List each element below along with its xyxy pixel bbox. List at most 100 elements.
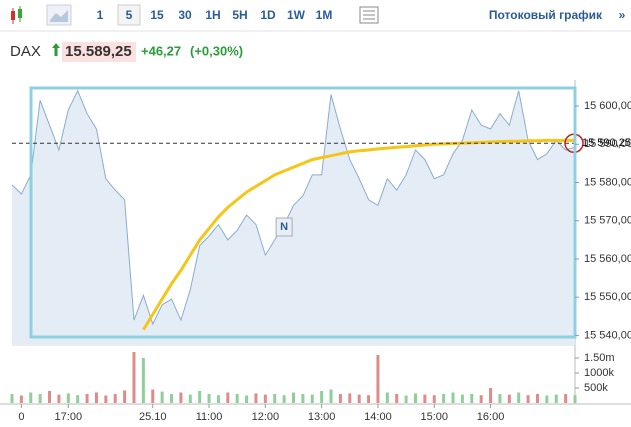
volume-bar xyxy=(273,394,277,403)
x-tick-label: 15:00 xyxy=(420,411,448,423)
more-button[interactable]: » xyxy=(619,8,626,22)
volume-bar xyxy=(423,394,427,403)
volume-bar xyxy=(338,394,342,403)
volume-bar xyxy=(329,389,333,403)
volume-bar xyxy=(413,393,417,403)
volume-bar xyxy=(470,394,474,403)
y-tick-label: 15 550,00 xyxy=(584,291,631,303)
volume-bar xyxy=(348,393,352,403)
change-percent: (+0,30%) xyxy=(190,43,243,58)
interval-button[interactable]: 1D xyxy=(260,8,276,22)
y-tick-label: 15 580,00 xyxy=(584,176,631,188)
price-highlight xyxy=(62,42,136,62)
volume-bar xyxy=(198,391,202,403)
y-tick-label: 15 570,00 xyxy=(584,215,631,227)
symbol: DAX xyxy=(10,43,41,60)
volume-bar xyxy=(263,394,267,403)
volume-bar xyxy=(451,392,455,403)
volume-bar xyxy=(517,392,521,403)
volume-bar xyxy=(254,393,258,403)
volume-bar xyxy=(85,394,89,403)
volume-bar xyxy=(282,395,286,403)
x-tick-label: 12:00 xyxy=(252,411,280,423)
volume-bar xyxy=(320,391,324,403)
volume-bar xyxy=(132,352,136,403)
volume-bar xyxy=(507,394,511,403)
volume-bar xyxy=(357,394,361,403)
y-tick-label: 15 590,00 xyxy=(584,138,631,150)
volume-bar xyxy=(76,395,80,403)
volume-bar xyxy=(188,394,192,403)
last-price: 15.589,25 xyxy=(65,43,132,60)
interval-button[interactable]: 15 xyxy=(150,8,164,22)
interval-button[interactable]: 1W xyxy=(287,8,306,22)
volume-tick-label: 1.50m xyxy=(584,352,615,364)
table-icon[interactable] xyxy=(359,6,379,24)
y-tick-label: 15 540,00 xyxy=(584,329,631,341)
candle-icon[interactable] xyxy=(11,6,22,24)
x-tick-label: 13:00 xyxy=(308,411,336,423)
volume-bar xyxy=(10,394,14,403)
interval-button[interactable]: 5H xyxy=(232,8,247,22)
drawn-rectangle xyxy=(29,86,577,339)
interval-button[interactable]: 30 xyxy=(178,8,192,22)
volume-tick-label: 1000k xyxy=(584,367,614,379)
interval-button[interactable]: 1 xyxy=(97,8,104,22)
volume-bar xyxy=(432,395,436,403)
streaming-link[interactable]: Потоковый график xyxy=(489,8,603,22)
x-tick-label: 11:00 xyxy=(196,411,223,423)
volume-bar xyxy=(216,395,220,403)
volume-bar xyxy=(48,391,52,403)
trend-curve xyxy=(142,138,575,331)
volume-bar xyxy=(301,394,305,403)
volume-bar xyxy=(479,395,483,403)
x-tick-label: 0 xyxy=(18,411,24,423)
volume-bar xyxy=(489,388,493,403)
interval-button[interactable]: 1H xyxy=(205,8,220,22)
volume-bar xyxy=(554,394,558,403)
volume-bar xyxy=(235,394,239,403)
volume-bar xyxy=(29,392,33,403)
volume-bar xyxy=(545,395,549,403)
volume-bar xyxy=(526,395,530,403)
annotation-box xyxy=(275,217,293,237)
volume-bar xyxy=(460,394,464,403)
area-icon[interactable] xyxy=(46,4,72,26)
interval-button[interactable]: 5 xyxy=(126,8,133,22)
volume-bar xyxy=(442,394,446,403)
x-tick-label: 14:00 xyxy=(364,411,392,423)
change: +46,27 xyxy=(141,43,181,58)
volume-bar xyxy=(226,392,230,403)
volume-bar xyxy=(310,394,314,403)
volume-bar xyxy=(385,392,389,403)
price-line xyxy=(11,89,576,326)
volume-tick-label: 500k xyxy=(584,382,608,394)
up-arrow xyxy=(52,43,60,56)
volume-bar xyxy=(207,394,211,403)
volume-bar xyxy=(94,392,98,403)
volume-bar xyxy=(66,393,70,403)
x-tick-label: 16:00 xyxy=(477,411,505,423)
x-tick-label: 17:00 xyxy=(55,411,83,423)
plot: Investing.comN xyxy=(10,89,584,403)
volume-bar xyxy=(160,391,164,403)
y-tick-label: 15 560,00 xyxy=(584,253,631,265)
x-tick-label: 25.10 xyxy=(139,411,167,423)
volume-bar xyxy=(19,395,23,403)
volume-bar xyxy=(179,392,183,403)
volume-bar xyxy=(564,394,568,403)
volume-bar xyxy=(535,394,539,403)
active-interval-box xyxy=(117,4,141,26)
volume-bar xyxy=(113,394,117,403)
volume-bar xyxy=(141,358,145,403)
volume-bar xyxy=(292,392,295,403)
volume-bar xyxy=(376,355,380,403)
volume-bar xyxy=(38,394,42,403)
interval-button[interactable]: 1M xyxy=(316,8,333,22)
price-area xyxy=(12,90,575,345)
volume-bar xyxy=(57,394,61,403)
volume-bar xyxy=(404,395,408,403)
annotation: N xyxy=(280,221,288,233)
